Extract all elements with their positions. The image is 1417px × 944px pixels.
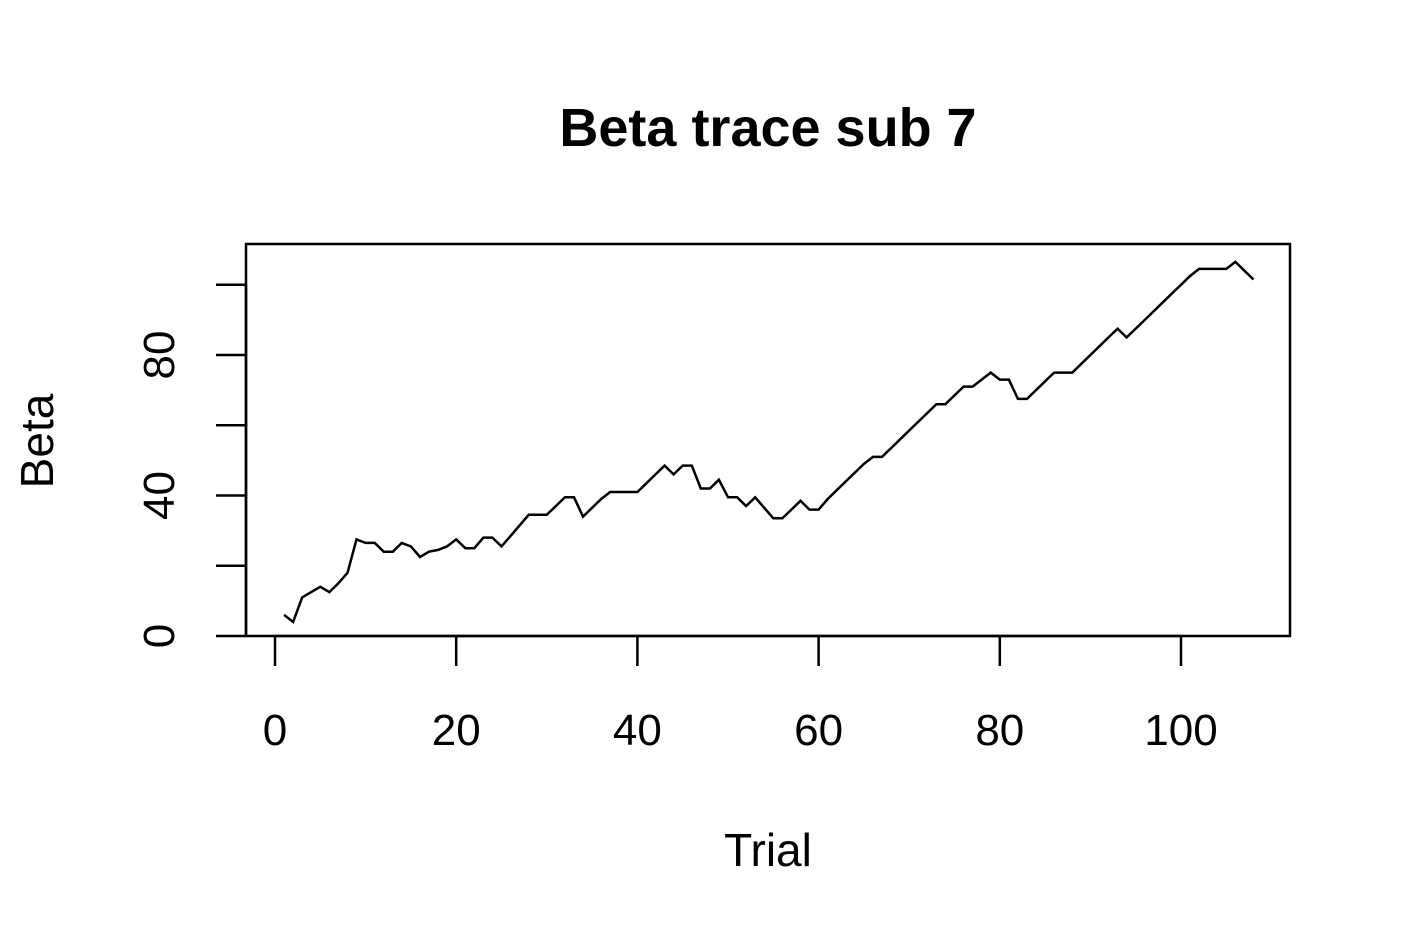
x-tick-label: 60 (794, 706, 843, 755)
plot-frame (244, 242, 1292, 638)
x-tick-label: 80 (975, 706, 1024, 755)
series-line (283, 260, 1255, 625)
x-tick-label: 40 (613, 706, 662, 755)
y-tick-label: 0 (135, 624, 184, 648)
x-axis: 0 20 40 60 80 100 (263, 634, 1218, 755)
x-tick-label: 100 (1144, 706, 1217, 755)
x-axis-label: Trial (724, 824, 812, 876)
y-tick-label: 40 (135, 471, 184, 520)
y-axis-label: Beta (11, 393, 63, 488)
y-axis: 0 40 80 (135, 283, 248, 648)
chart-title: Beta trace sub 7 (559, 98, 976, 158)
x-tick-label: 0 (263, 706, 287, 755)
y-tick-label: 80 (135, 331, 184, 380)
x-tick-label: 20 (432, 706, 481, 755)
